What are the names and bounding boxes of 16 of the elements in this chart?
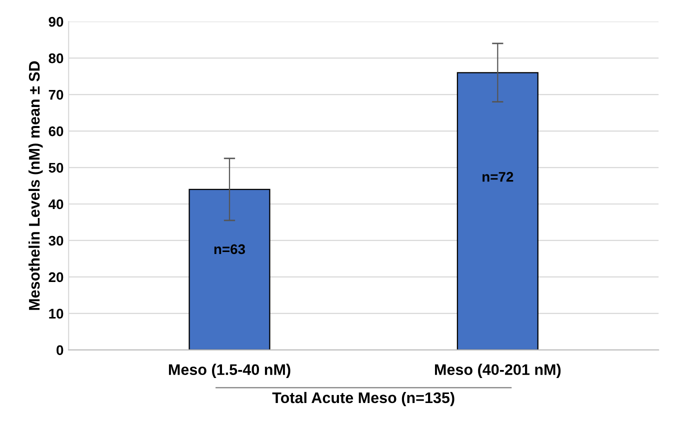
y-axis-title: Mesothelin Levels (nM) mean ± SD xyxy=(28,61,43,310)
annotation: n=63 xyxy=(214,244,246,254)
y-tick-label: 0 xyxy=(56,345,64,356)
annotation: n=72 xyxy=(482,172,514,182)
y-tick-label: 10 xyxy=(49,308,64,319)
y-tick-label: 70 xyxy=(48,90,64,100)
y-tick-label: 50 xyxy=(48,162,64,173)
x-tick-label: Meso (40-201 nM) xyxy=(435,364,561,378)
y-tick-label: 60 xyxy=(48,126,64,136)
y-tick-label: 40 xyxy=(48,199,64,210)
y-tick-label: 90 xyxy=(48,16,64,27)
y-tick-label: 20 xyxy=(48,272,64,282)
x-axis-title: Total Acute Meso (n=135) xyxy=(272,392,454,406)
y-tick-label: 30 xyxy=(48,236,64,246)
x-tick-label: Meso (1.5-40 nM) xyxy=(168,364,290,378)
y-tick-label: 80 xyxy=(48,53,64,64)
